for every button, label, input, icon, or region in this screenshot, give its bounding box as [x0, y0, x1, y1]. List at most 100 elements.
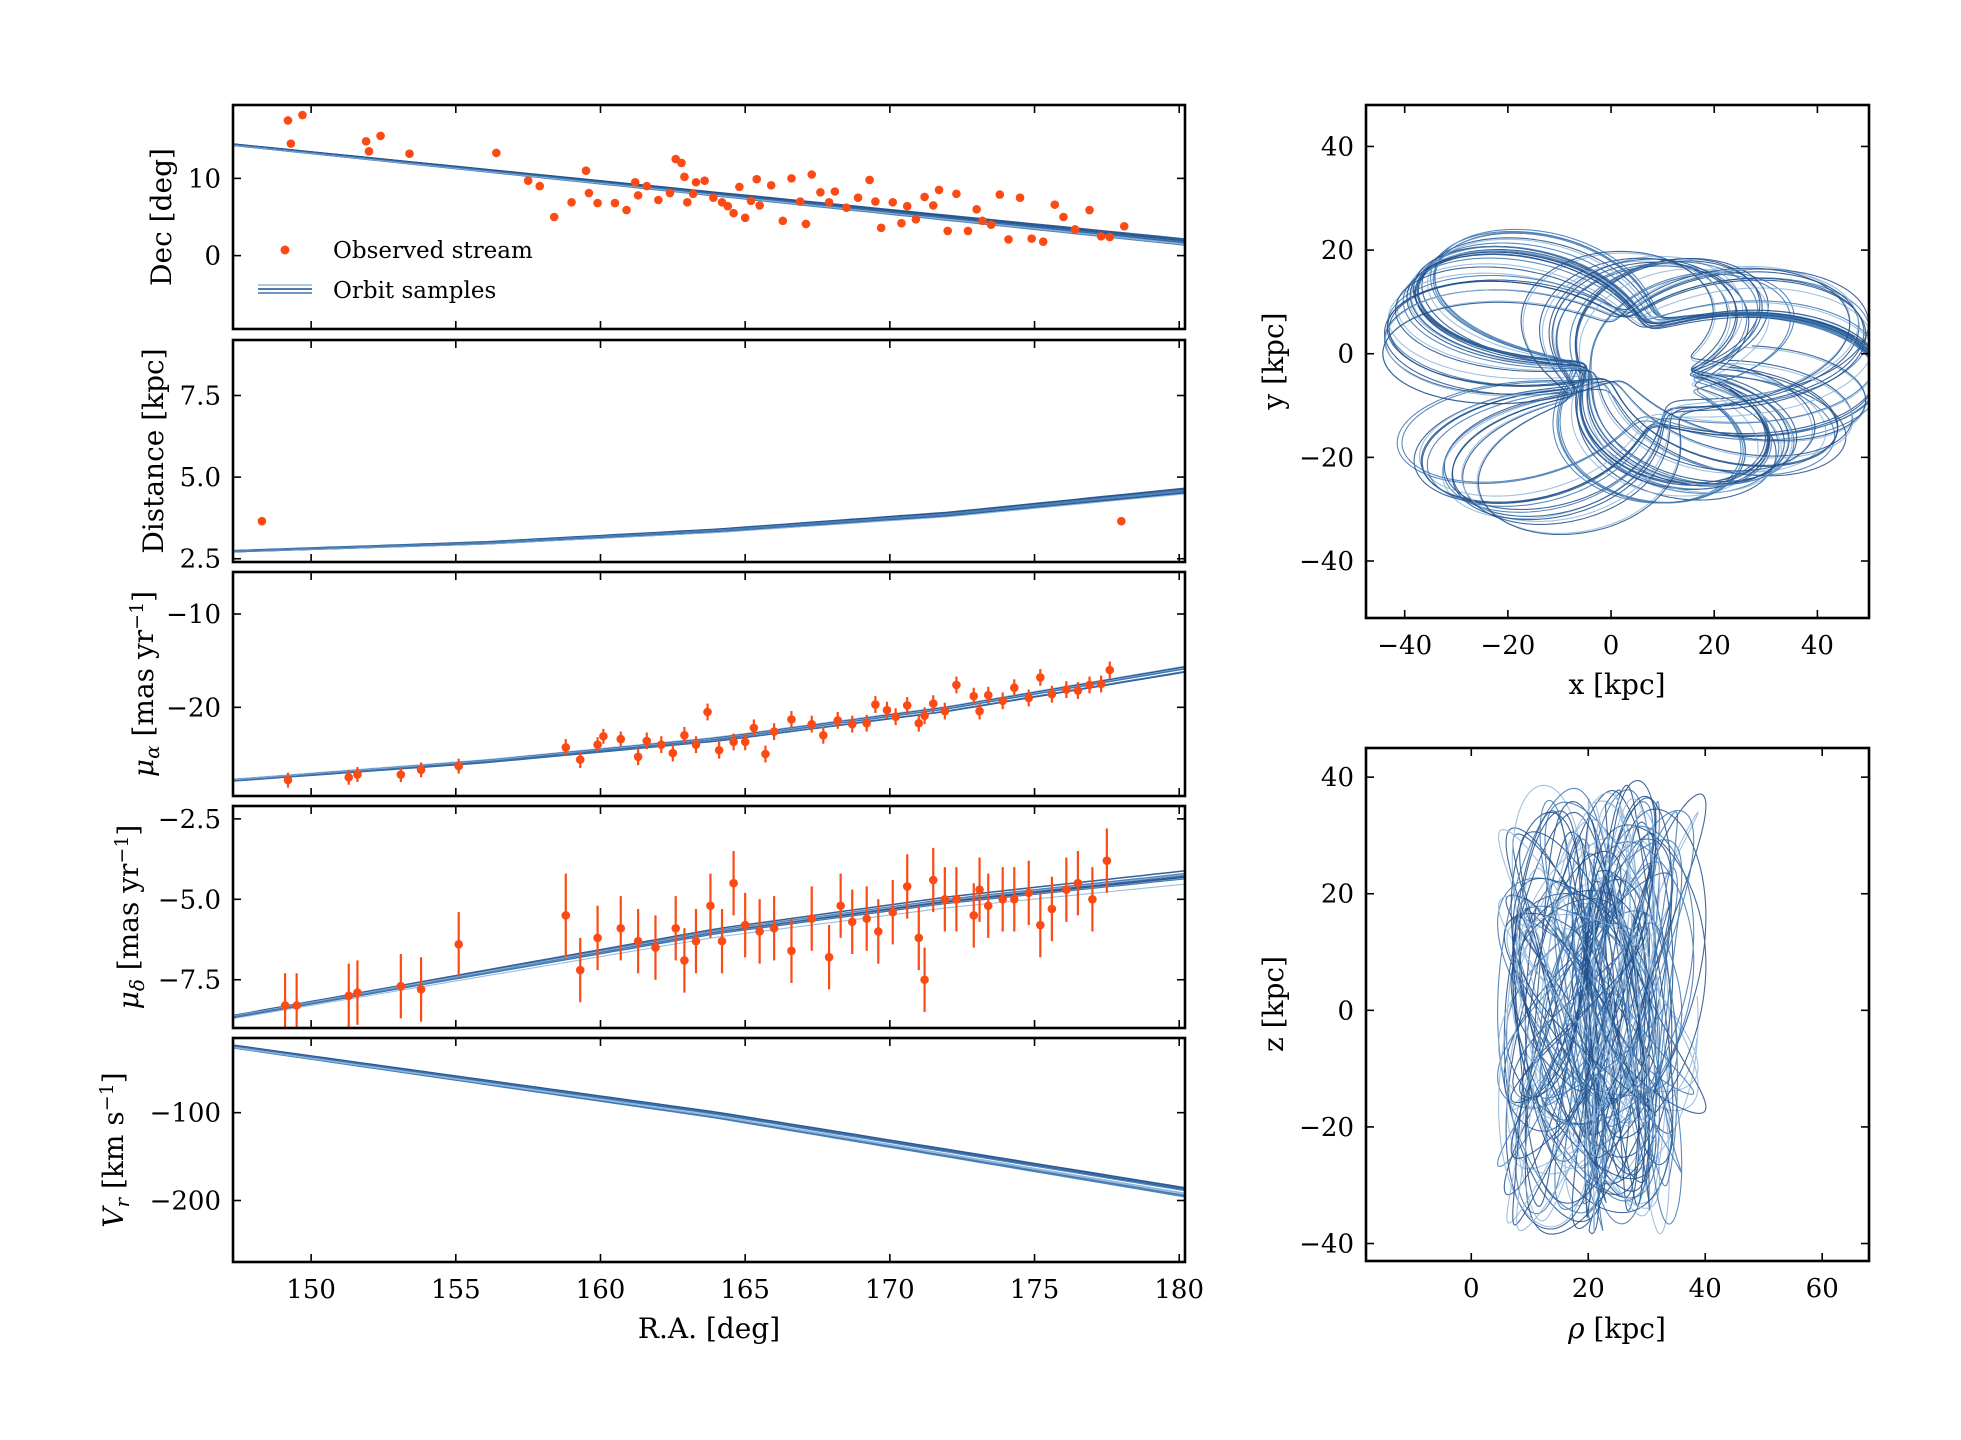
xtick-label-vr: 165 [720, 1275, 770, 1305]
observed-point [599, 731, 608, 741]
orbit-rz-line [1554, 809, 1695, 1210]
observed-point [561, 911, 571, 920]
orbit-sample-line [233, 877, 1185, 1019]
ylabel-dec: Dec [deg] [145, 148, 178, 286]
xtick-label-vr: 160 [576, 1275, 626, 1305]
observed-point [1027, 234, 1036, 243]
xtick-label-xy: −20 [1480, 631, 1535, 661]
panel-xy: −40 −20 0 20 40 −40 −20 0 20 40 y [kpc] x [kpc] [1257, 103, 1871, 701]
observed-point [364, 147, 374, 156]
observed-point [842, 203, 851, 213]
orbit-sample-line [233, 491, 1185, 553]
observed-point [691, 177, 701, 187]
observed-point [642, 181, 652, 191]
ytick-label-rz: 40 [1321, 763, 1354, 793]
observed-point [983, 690, 993, 700]
observed-point [978, 216, 987, 226]
ylabel-pmra-end: ] [127, 591, 160, 602]
observed-point [983, 901, 993, 911]
observed-point [807, 719, 817, 729]
observed-point [755, 201, 764, 210]
observed-point [257, 516, 267, 526]
observed-point [969, 691, 979, 701]
observed-point [816, 187, 825, 197]
observed-point [1073, 686, 1083, 695]
observed-point [833, 716, 843, 725]
ytick-label-pmdec: −5.0 [158, 885, 221, 915]
observed-point [1102, 856, 1112, 865]
panel-rz: −40 −20 0 20 40 0 20 40 60 z [kpc] ρ [kpc] [1257, 746, 1871, 1345]
orbit-rz-line [1510, 811, 1646, 1207]
observed-point [1059, 212, 1068, 222]
observed-point [862, 914, 872, 923]
observed-point [807, 914, 817, 923]
observed-point [353, 988, 362, 997]
observed-point [691, 740, 701, 749]
orbit-sample-line [233, 875, 1185, 1018]
orbit-sample-line [233, 878, 1185, 1018]
observed-point [593, 740, 602, 749]
orbit-sample-line [233, 1046, 1185, 1192]
xtick-label-xy: −40 [1377, 631, 1432, 661]
orbit-sample-line [233, 492, 1185, 553]
observed-point [656, 740, 666, 749]
observed-point [749, 723, 759, 733]
observed-point [714, 745, 724, 755]
observed-point [1036, 673, 1045, 682]
orbit-sample-line [233, 1045, 1185, 1190]
observed-point [862, 718, 872, 728]
observed-point [1009, 683, 1019, 693]
observed-point [654, 195, 663, 205]
observed-point [1062, 685, 1071, 694]
panel-vr: −200 −100 150 155 160 165 170 175 180 Vr [km s−1… [96, 1036, 1204, 1345]
orbit-sample-line [233, 667, 1185, 781]
observed-point [616, 734, 626, 744]
observed-point [283, 775, 293, 785]
orbit-rz-line [1571, 793, 1707, 1230]
ylabel-vr-unit: [km s [97, 1111, 130, 1198]
observed-point [998, 696, 1008, 706]
legend-marker-observed [280, 245, 290, 255]
observed-point [1088, 895, 1097, 904]
observed-point [709, 193, 718, 202]
observed-point [677, 158, 686, 168]
orbit-sample-line [233, 489, 1185, 552]
observed-point [633, 936, 643, 946]
ylabel-pmra: μα [mas yr−1] [126, 591, 164, 777]
observed-point [818, 731, 828, 740]
observed-point [769, 923, 779, 933]
ylabel-xy: y [kpc] [1257, 312, 1290, 410]
orbit-rz-line [1503, 797, 1657, 1223]
observed-point [1070, 225, 1080, 234]
xlabel-rz-unit: [kpc] [1585, 1312, 1666, 1345]
observed-point [943, 226, 953, 236]
observed-point [740, 920, 750, 930]
observed-point [729, 878, 738, 888]
observed-point [622, 205, 631, 215]
observed-point [416, 985, 426, 994]
plot-area-xy [1382, 228, 1869, 536]
observed-point [830, 187, 840, 196]
orbit-sample-line [233, 665, 1185, 780]
axes-frame-pmra [231, 570, 1187, 798]
xtick-label-xy: 20 [1698, 631, 1731, 661]
observed-point [975, 885, 984, 894]
observed-point [928, 201, 938, 210]
ylabel-pmra-sup: −1 [126, 602, 148, 630]
orbit-sample-line [233, 487, 1185, 552]
observed-point [575, 755, 585, 764]
observed-point [735, 182, 744, 192]
observed-point [581, 166, 591, 175]
observed-point [920, 711, 929, 721]
observed-point [847, 719, 857, 729]
observed-point [575, 965, 585, 975]
xtick-label-vr: 180 [1154, 1275, 1204, 1305]
observed-point [396, 770, 406, 779]
observed-point [752, 174, 762, 184]
orbit-sample-line [233, 1047, 1185, 1197]
observed-point [847, 917, 857, 927]
observed-point [871, 700, 880, 709]
axes-frame-rz [1364, 746, 1871, 1263]
ytick-label-rz: −20 [1299, 1113, 1354, 1143]
